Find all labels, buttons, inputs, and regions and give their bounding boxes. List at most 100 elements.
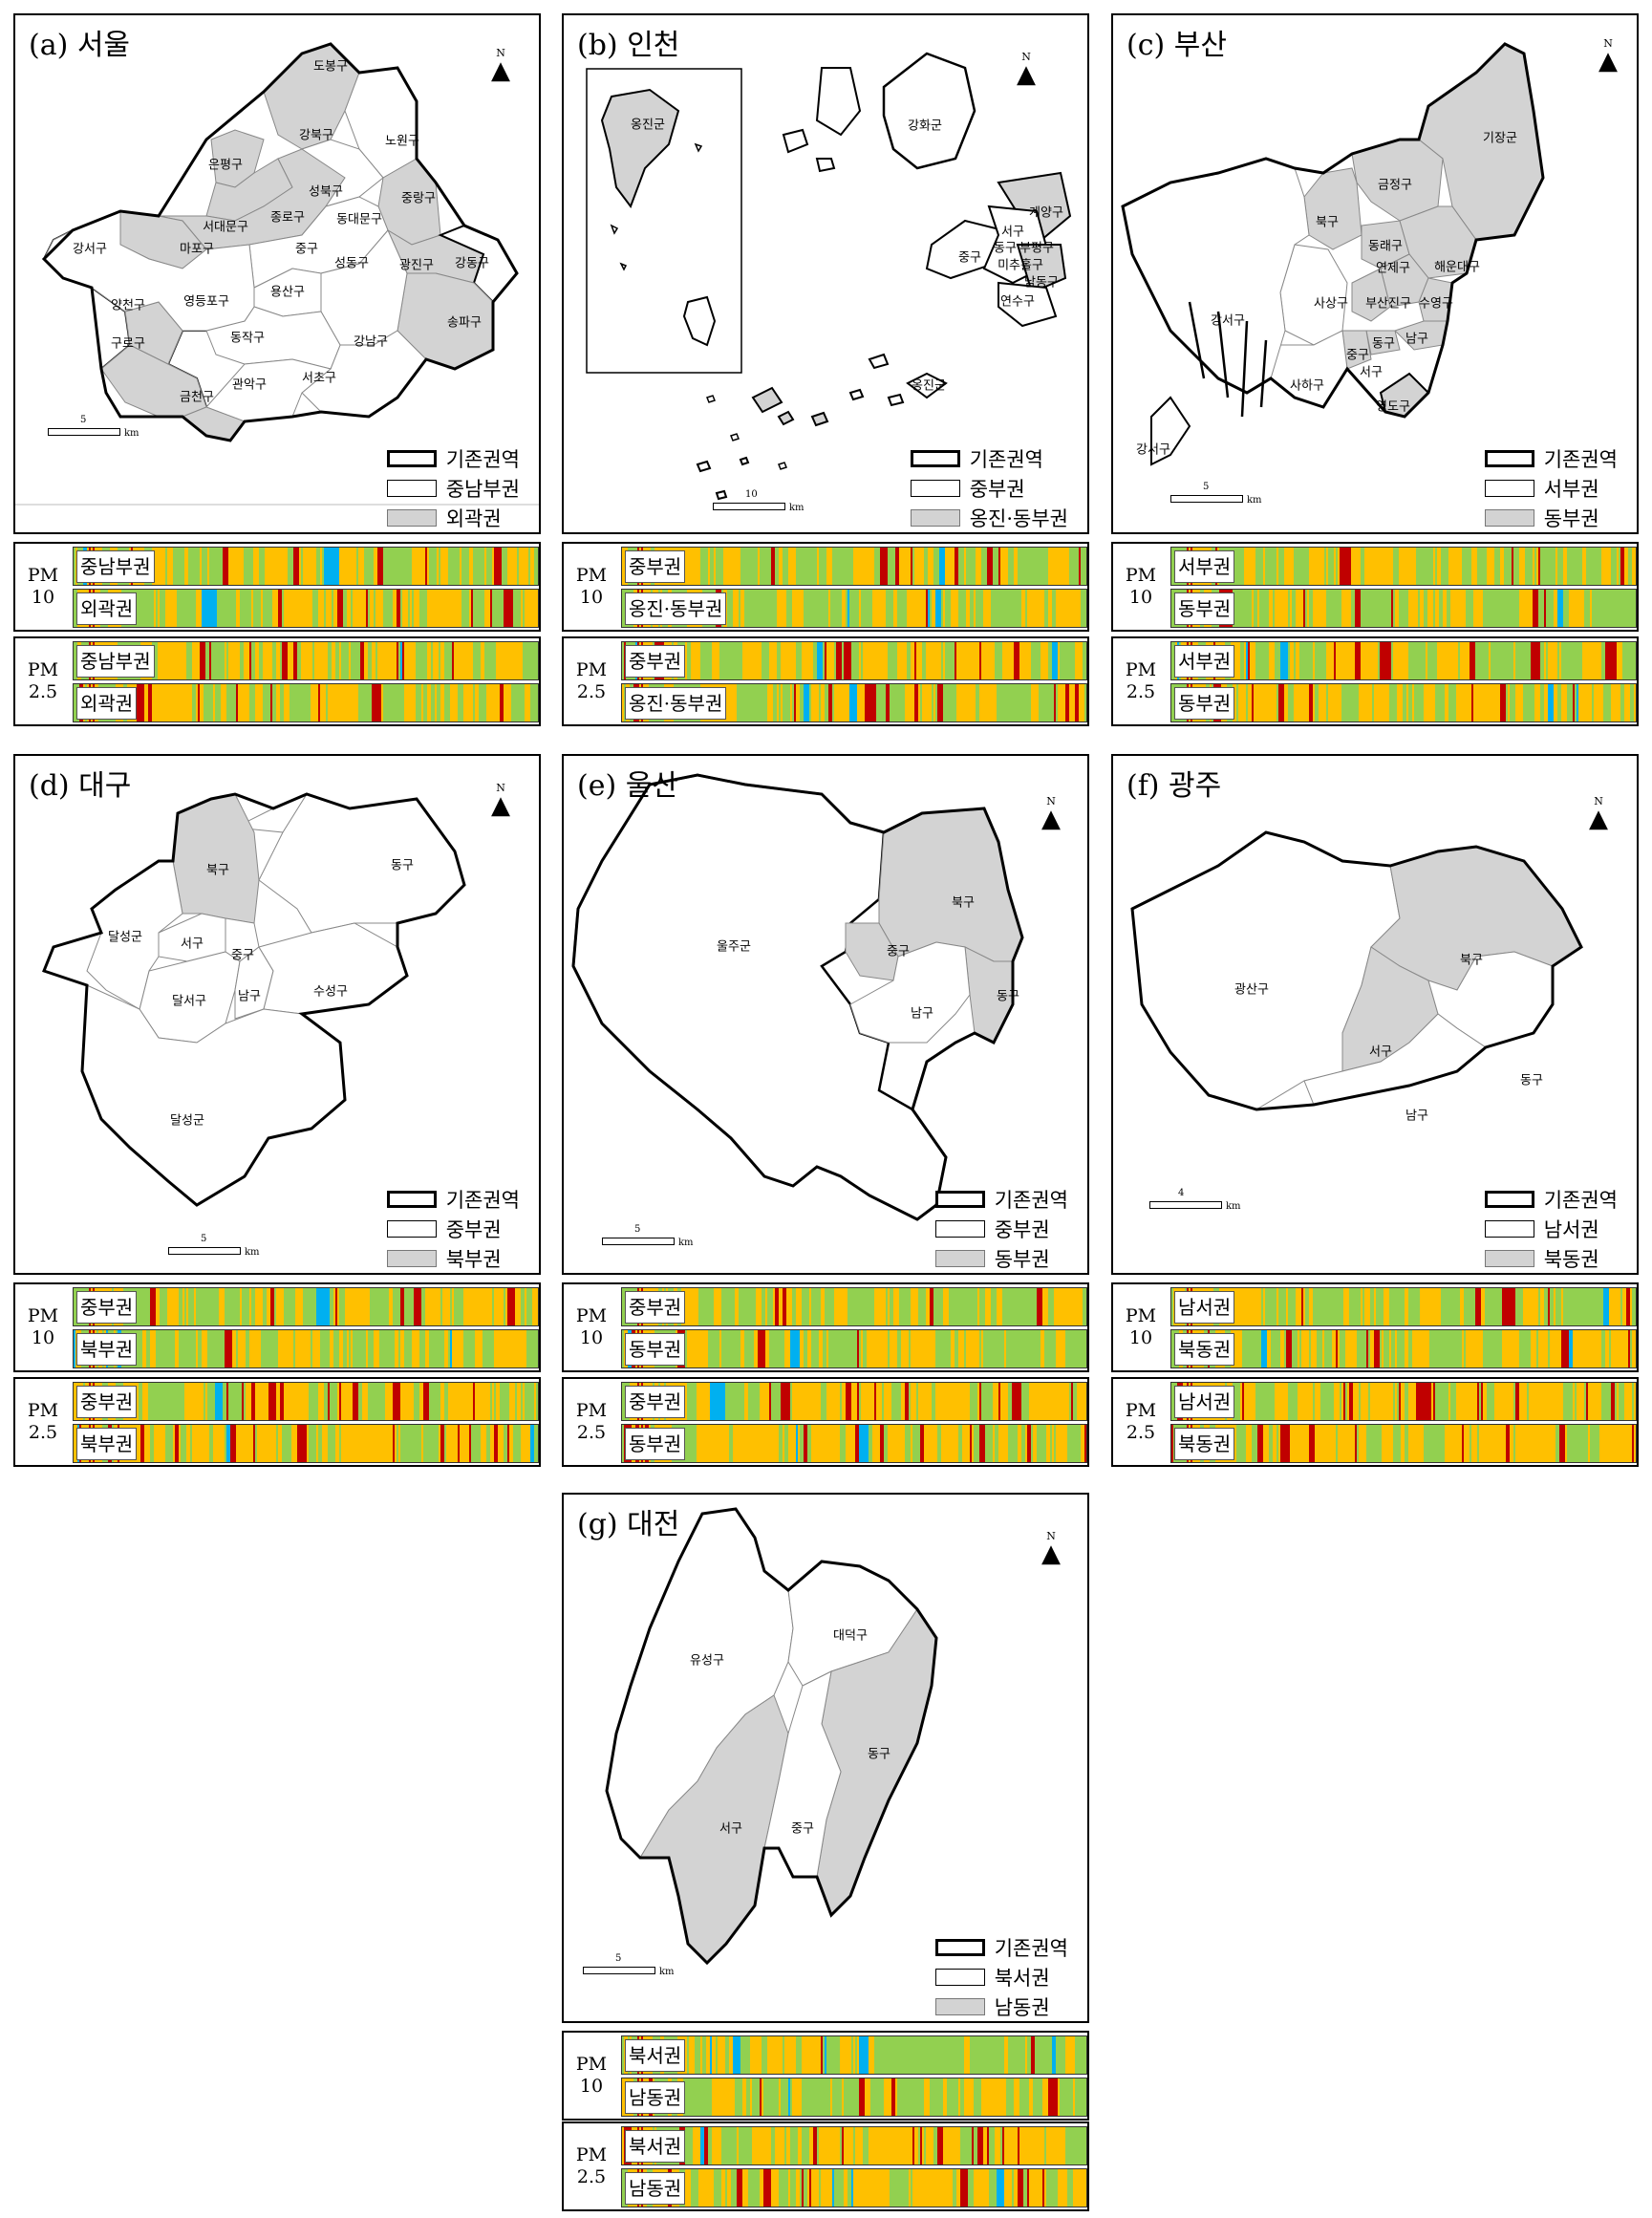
timeline-cell: [513, 1330, 516, 1367]
timeline-cell: [1296, 684, 1298, 721]
timeline-cell: [1010, 1288, 1013, 1325]
timeline-cell: [1426, 684, 1428, 721]
timeline-cell: [538, 1425, 539, 1463]
incheon-map-shapes: [586, 52, 1072, 501]
strip: 중남부권: [73, 547, 539, 586]
timeline-cell: [456, 1383, 459, 1420]
timeline-cell: [834, 1383, 837, 1420]
timeline-cell: [528, 548, 531, 585]
timeline-cell: [345, 642, 348, 679]
timeline-cell: [702, 548, 705, 585]
timeline-cell: [471, 1288, 474, 1325]
timeline-cell: [452, 1288, 455, 1325]
timeline-cell: [1418, 590, 1421, 627]
timeline-cell: [448, 590, 451, 627]
timeline-cell: [1544, 548, 1547, 585]
timeline-cell: [1073, 548, 1076, 585]
timeline-cell: [740, 1383, 743, 1420]
timeline-cell: [1405, 684, 1407, 721]
timeline-cell: [142, 1330, 145, 1367]
timeline-cell: [372, 684, 375, 721]
timeline-cell: [267, 1425, 269, 1462]
timeline-cell: [332, 548, 334, 585]
timeline-cell: [412, 1330, 415, 1367]
timeline-cell: [752, 642, 755, 679]
timeline-cell: [756, 590, 759, 627]
timeline-cell: [955, 1288, 957, 1325]
timeline-cell: [1613, 642, 1616, 679]
timeline-cell: [947, 548, 950, 585]
timeline-cell: [1405, 642, 1407, 679]
timeline-cell: [431, 684, 434, 721]
timeline-cell: [1037, 684, 1040, 721]
timeline-cell: [496, 590, 499, 627]
timeline-cell: [368, 1425, 371, 1462]
timeline-cell: [144, 1383, 147, 1420]
timeline-cell: [261, 1288, 264, 1325]
timeline-cell: [773, 590, 776, 627]
timeline-cell: [347, 684, 350, 721]
timeline-cell: [530, 1383, 533, 1420]
timeline-cell: [1395, 642, 1398, 679]
timeline-cell: [1420, 642, 1423, 679]
timeline-cell: [1448, 548, 1451, 585]
timeline-cell: [1523, 548, 1526, 585]
timeline-cell: [519, 548, 522, 585]
timeline-cell: [1458, 590, 1461, 627]
timeline-cell: [1052, 1330, 1055, 1367]
timeline-cell: [916, 1383, 919, 1420]
timeline-cell: [966, 590, 969, 627]
timeline-cell: [140, 1288, 143, 1325]
timeline-cell: [171, 548, 174, 585]
timeline-cell: [374, 548, 376, 585]
timeline-cell: [731, 1330, 734, 1367]
timeline-cell: [941, 1383, 944, 1420]
timeline-cell: [429, 548, 432, 585]
timeline-cell: [740, 1425, 743, 1462]
timeline-cell: [293, 642, 296, 679]
timeline-cell: [825, 642, 827, 679]
timeline-cell: [1083, 590, 1085, 627]
timeline-cell: [729, 1288, 732, 1325]
timeline-cell: [1584, 548, 1587, 585]
timeline-cell: [769, 590, 772, 627]
timeline-cell: [1563, 548, 1566, 585]
timeline-cell: [1267, 642, 1270, 679]
timeline-cell: [320, 1383, 323, 1420]
timeline-cell: [247, 1425, 250, 1462]
timeline-cell: [924, 642, 927, 679]
timeline-cell: [1069, 590, 1072, 627]
timeline-cell: [1250, 642, 1253, 679]
timeline-cell: [1248, 684, 1251, 721]
timeline-cell: [1634, 642, 1636, 679]
timeline-cell: [695, 1383, 697, 1420]
timeline-cell: [488, 1288, 491, 1325]
timeline-cell: [1636, 684, 1637, 722]
timeline-cell: [739, 548, 741, 585]
timeline-cell: [1004, 684, 1007, 721]
timeline-cell: [1397, 548, 1400, 585]
timeline-cell: [1299, 548, 1302, 585]
timeline-cell: [1496, 590, 1499, 627]
timeline-cell: [1265, 590, 1268, 627]
timeline-cell: [962, 548, 965, 585]
timeline-cell: [783, 1288, 785, 1325]
timeline-cell: [416, 1330, 418, 1367]
timeline-cell: [777, 1288, 780, 1325]
timeline-cell: [500, 1288, 503, 1325]
timeline-cell: [274, 1425, 277, 1462]
timeline-cell: [1443, 684, 1446, 721]
timeline-cell: [502, 684, 504, 721]
timeline-cell: [1309, 684, 1312, 721]
timeline-cell: [423, 1425, 426, 1462]
timeline-cell: [400, 1383, 403, 1420]
timeline-cell: [150, 1383, 153, 1420]
timeline-cell: [418, 1330, 420, 1367]
timeline-cell: [721, 548, 724, 585]
timeline-cell: [389, 548, 392, 585]
timeline-cell: [1046, 1288, 1049, 1325]
timeline-cell: [968, 1330, 971, 1367]
timeline-cell: [1460, 548, 1463, 585]
timeline-cell: [385, 1330, 388, 1367]
timeline-cell: [804, 1288, 806, 1325]
